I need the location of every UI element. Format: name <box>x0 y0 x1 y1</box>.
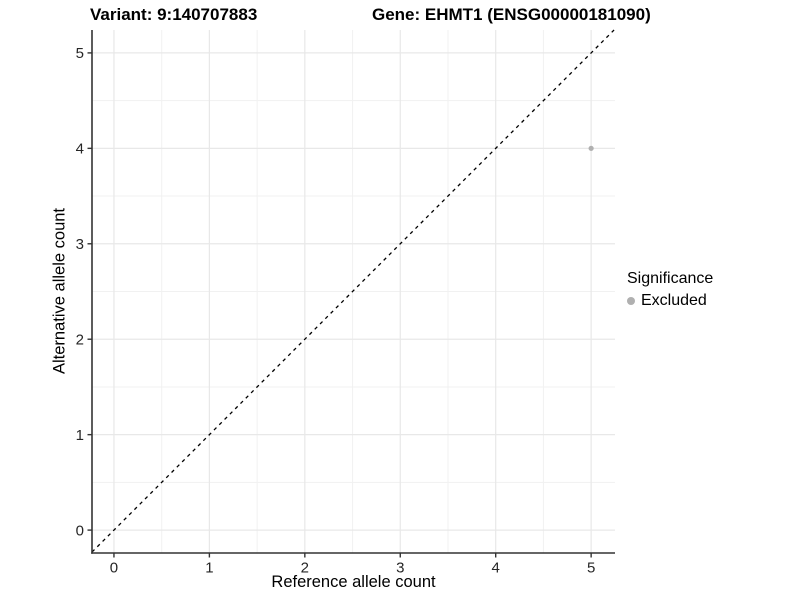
tick-labels: 0 1 2 3 4 5 0 1 2 3 4 5 <box>76 45 596 576</box>
x-tick-label: 0 <box>110 560 118 577</box>
x-tick-label: 5 <box>587 560 595 577</box>
x-tick-label: 2 <box>301 560 309 577</box>
plot-title-variant: Variant: 9:140707883 <box>90 5 258 24</box>
y-tick-label: 2 <box>76 331 84 348</box>
identity-line <box>91 29 615 553</box>
x-tick-label: 4 <box>492 560 500 577</box>
legend-entry-excluded: Excluded <box>627 292 713 310</box>
legend-entry-label: Excluded <box>641 292 707 309</box>
data-points <box>588 145 594 151</box>
x-tick-label: 3 <box>396 560 404 577</box>
y-tick-label: 4 <box>76 141 84 158</box>
gridlines-minor <box>92 30 615 553</box>
axis-lines <box>91 30 615 554</box>
y-tick-label: 5 <box>76 45 84 62</box>
legend: Significance Excluded <box>627 270 713 310</box>
y-tick-label: 1 <box>76 427 84 444</box>
plot-title-gene: Gene: EHMT1 (ENSG00000181090) <box>372 5 651 24</box>
data-point <box>588 145 594 151</box>
x-axis-title: Reference allele count <box>271 573 436 591</box>
y-axis-title: Alternative allele count <box>50 207 69 375</box>
axis-ticks <box>87 52 592 558</box>
y-tick-label: 3 <box>76 236 84 253</box>
legend-title: Significance <box>627 270 714 287</box>
x-tick-label: 1 <box>205 560 213 577</box>
legend-point-icon <box>627 297 635 305</box>
y-tick-label: 0 <box>76 522 84 539</box>
gridlines-major <box>92 30 615 553</box>
